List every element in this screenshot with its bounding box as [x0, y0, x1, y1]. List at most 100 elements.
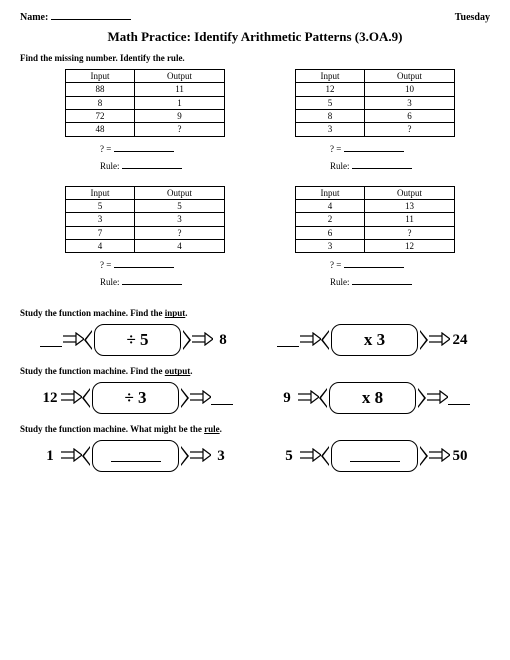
- arrow-icon: [297, 390, 319, 407]
- rule-blank[interactable]: [122, 284, 182, 285]
- q-label: ? =: [100, 260, 111, 270]
- cell: 8: [296, 110, 365, 123]
- cell: 12: [296, 83, 365, 96]
- input-value: 1: [40, 448, 60, 465]
- answer-blank[interactable]: [114, 267, 174, 268]
- funnel-in-icon: [82, 446, 90, 466]
- cell: ?: [135, 226, 225, 239]
- io-table: InputOutput121053863?? = Rule:: [290, 69, 460, 174]
- output-value: 8: [213, 332, 233, 349]
- function-machine: 13: [40, 440, 231, 472]
- arrow-icon: [428, 332, 450, 349]
- rule-label: Rule:: [100, 161, 120, 171]
- input-blank[interactable]: [40, 334, 62, 347]
- operation-box: ÷ 5: [94, 324, 181, 356]
- rule-blank[interactable]: [111, 451, 161, 462]
- operation-box: ÷ 3: [92, 382, 179, 414]
- q-label: ? =: [330, 260, 341, 270]
- operation-box: x 3: [331, 324, 418, 356]
- q-label: ? =: [100, 144, 111, 154]
- funnel-in-icon: [321, 330, 329, 350]
- funnel-out-icon: [181, 388, 189, 408]
- funnel-in-icon: [84, 330, 92, 350]
- cell: 4: [296, 200, 365, 213]
- cell: 11: [365, 213, 455, 226]
- col-header: Input: [296, 70, 365, 83]
- output-value: 50: [450, 448, 470, 465]
- cell: 88: [66, 83, 135, 96]
- section1-instruction: Find the missing number. Identify the ru…: [20, 53, 490, 63]
- arrow-icon: [189, 448, 211, 465]
- cell: 8: [66, 96, 135, 109]
- cell: 1: [135, 96, 225, 109]
- day-label: Tuesday: [455, 12, 490, 23]
- function-machine: ÷ 5 8: [40, 324, 233, 356]
- cell: ?: [365, 226, 455, 239]
- funnel-out-icon: [420, 330, 428, 350]
- function-machine: 12 ÷ 3: [40, 382, 233, 414]
- name-field[interactable]: [51, 19, 131, 20]
- rule-blank[interactable]: [352, 284, 412, 285]
- arrow-icon: [191, 332, 213, 349]
- col-header: Input: [66, 70, 135, 83]
- funnel-out-icon: [418, 388, 426, 408]
- output-value: 3: [211, 448, 231, 465]
- function-machine: 5 50: [279, 440, 470, 472]
- rule-label: Rule:: [330, 277, 350, 287]
- machine-instruction: Study the function machine. Find the inp…: [20, 308, 490, 318]
- output-blank[interactable]: [448, 392, 470, 405]
- input-value: 5: [279, 448, 299, 465]
- answer-blank[interactable]: [344, 267, 404, 268]
- col-header: Output: [135, 186, 225, 199]
- funnel-out-icon: [181, 446, 189, 466]
- function-machine: x 3 24: [277, 324, 470, 356]
- cell: 72: [66, 110, 135, 123]
- rule-blank[interactable]: [122, 168, 182, 169]
- q-label: ? =: [330, 144, 341, 154]
- page-title: Math Practice: Identify Arithmetic Patte…: [20, 29, 490, 45]
- io-table: InputOutput88118172948?? = Rule:: [60, 69, 230, 174]
- cell: ?: [135, 123, 225, 136]
- io-table: InputOutput55337?44? = Rule:: [60, 186, 230, 291]
- io-table: InputOutput4132116?312? = Rule:: [290, 186, 460, 291]
- cell: 3: [296, 123, 365, 136]
- arrow-icon: [60, 448, 82, 465]
- rule-label: Rule:: [330, 161, 350, 171]
- arrow-icon: [428, 448, 450, 465]
- cell: 3: [66, 213, 135, 226]
- funnel-in-icon: [321, 446, 329, 466]
- cell: 11: [135, 83, 225, 96]
- input-blank[interactable]: [277, 334, 299, 347]
- funnel-in-icon: [319, 388, 327, 408]
- answer-blank[interactable]: [344, 151, 404, 152]
- arrow-icon: [62, 332, 84, 349]
- cell: 6: [296, 226, 365, 239]
- rule-blank[interactable]: [352, 168, 412, 169]
- cell: 13: [365, 200, 455, 213]
- function-machine: 9x 8: [277, 382, 470, 414]
- col-header: Input: [66, 186, 135, 199]
- name-label: Name:: [20, 12, 48, 23]
- funnel-in-icon: [82, 388, 90, 408]
- operation-box: [92, 440, 179, 472]
- funnel-out-icon: [183, 330, 191, 350]
- arrow-icon: [299, 448, 321, 465]
- output-blank[interactable]: [211, 392, 233, 405]
- cell: 6: [365, 110, 455, 123]
- arrow-icon: [426, 390, 448, 407]
- output-value: 24: [450, 332, 470, 349]
- cell: 9: [135, 110, 225, 123]
- cell: 3: [365, 96, 455, 109]
- answer-blank[interactable]: [114, 151, 174, 152]
- operation-box: [331, 440, 418, 472]
- arrow-icon: [189, 390, 211, 407]
- col-header: Input: [296, 186, 365, 199]
- cell: 48: [66, 123, 135, 136]
- cell: 3: [135, 213, 225, 226]
- arrow-icon: [60, 390, 82, 407]
- cell: 2: [296, 213, 365, 226]
- rule-blank[interactable]: [350, 451, 400, 462]
- col-header: Output: [365, 186, 455, 199]
- cell: 5: [66, 200, 135, 213]
- input-value: 12: [40, 390, 60, 407]
